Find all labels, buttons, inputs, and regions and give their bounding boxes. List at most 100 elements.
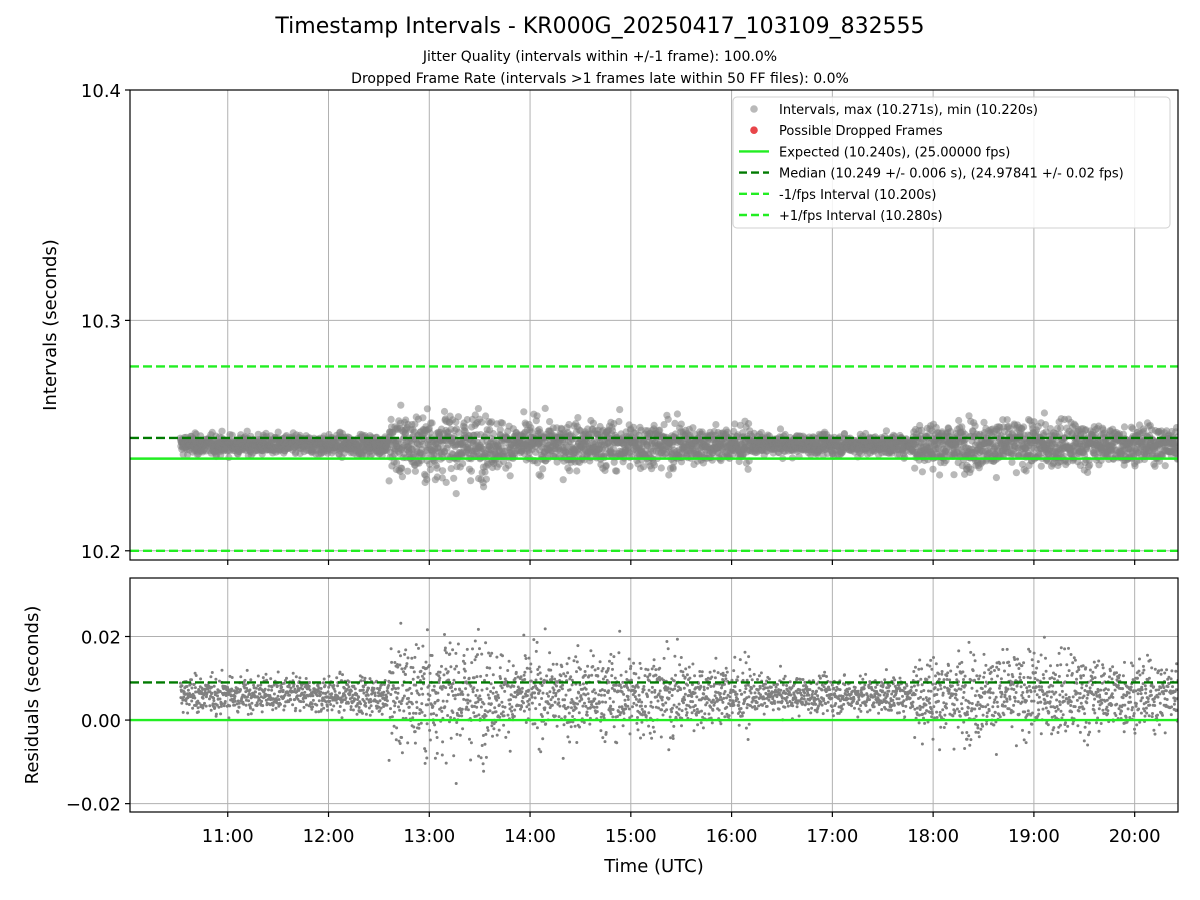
residual-point [465, 647, 469, 651]
residual-point [322, 677, 326, 681]
residual-point [396, 686, 400, 690]
residual-point [389, 647, 393, 651]
residual-point [476, 653, 479, 657]
residual-point [544, 722, 548, 726]
residual-point [521, 695, 525, 699]
residual-point [411, 716, 415, 720]
interval-point [573, 467, 581, 475]
residual-point [449, 665, 453, 669]
interval-point [393, 459, 401, 467]
residual-point [461, 693, 465, 696]
residual-point [319, 687, 323, 690]
residual-point [527, 656, 531, 660]
residual-point [484, 714, 488, 718]
residual-point [506, 669, 510, 672]
residual-point [237, 701, 241, 705]
residual-point [550, 703, 554, 707]
residual-point [479, 674, 483, 678]
interval-point [1037, 462, 1045, 470]
residual-point [368, 713, 372, 717]
residual-point [539, 677, 543, 681]
residual-point [436, 691, 440, 695]
residual-point [243, 678, 247, 682]
residual-point [468, 737, 471, 741]
residual-point [419, 721, 423, 725]
residual-point [302, 705, 306, 709]
residual-point [303, 690, 307, 694]
residual-point [417, 646, 420, 650]
residual-point [491, 734, 494, 738]
residual-point [447, 683, 451, 686]
residual-point [237, 705, 241, 709]
residual-point [523, 654, 527, 658]
interval-point [426, 466, 434, 474]
residual-point [289, 686, 293, 690]
residual-point [445, 699, 449, 703]
residual-point [387, 684, 391, 687]
residual-point [538, 703, 542, 706]
residual-point [394, 690, 397, 694]
interval-point [745, 420, 753, 428]
residual-point [201, 706, 205, 710]
residual-point [440, 664, 443, 668]
residual-point [534, 707, 538, 711]
residual-point [448, 652, 452, 656]
residual-point [216, 694, 219, 698]
interval-point [467, 467, 475, 475]
interval-point [419, 414, 427, 422]
residual-point [341, 673, 344, 677]
residual-point [547, 702, 551, 706]
interval-point [459, 459, 467, 468]
residual-point [287, 683, 291, 687]
residual-point [291, 671, 295, 675]
interval-point [677, 420, 685, 428]
residual-point [462, 654, 466, 657]
residual-point [267, 684, 271, 688]
residual-point [180, 684, 184, 688]
residual-point [264, 672, 268, 676]
residual-point [533, 691, 537, 695]
residual-point [524, 657, 528, 660]
residual-point [548, 651, 552, 655]
interval-point [423, 475, 431, 484]
residual-point [352, 684, 356, 688]
residual-point [328, 699, 332, 703]
interval-point [736, 421, 744, 429]
residual-point [320, 708, 323, 712]
residual-point [433, 700, 437, 704]
residual-point [269, 677, 273, 681]
residual-point [361, 711, 364, 715]
residual-point [514, 695, 518, 699]
residual-point [433, 723, 437, 727]
interval-point [1173, 449, 1178, 457]
residual-point [276, 694, 280, 698]
residual-point [355, 692, 359, 696]
residual-point [378, 709, 382, 713]
residual-point [444, 761, 448, 765]
residual-point [203, 701, 206, 705]
residual-point [251, 708, 255, 712]
residual-point [517, 704, 521, 707]
residual-point [178, 681, 182, 685]
residual-point [244, 703, 248, 707]
interval-point [950, 471, 958, 479]
residual-point [363, 683, 367, 687]
residual-point [446, 693, 450, 697]
residual-point [378, 699, 382, 703]
interval-point [433, 464, 441, 472]
residual-point [509, 693, 513, 697]
residual-point [488, 709, 492, 713]
residual-point [403, 666, 407, 670]
residual-point [410, 702, 414, 706]
residual-point [491, 691, 495, 695]
residual-point [327, 674, 331, 678]
residual-point [461, 659, 465, 663]
intervals-frame [129, 89, 1179, 561]
interval-point [1022, 467, 1030, 475]
residual-point [427, 684, 431, 688]
residual-point [210, 685, 214, 689]
residual-point [233, 703, 237, 707]
residual-point [344, 696, 348, 700]
residual-point [392, 710, 396, 714]
residual-point [493, 706, 497, 710]
